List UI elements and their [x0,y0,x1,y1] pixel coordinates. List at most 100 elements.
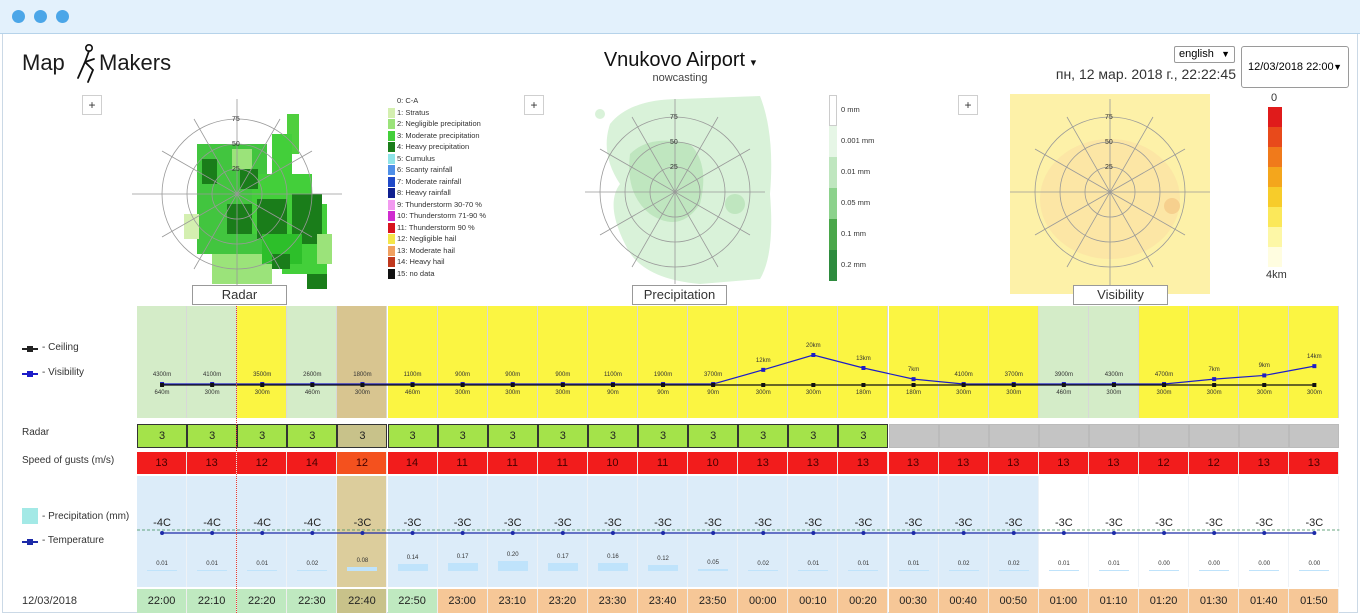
precipitation-value-label: 0.01 [156,561,168,567]
precipitation-value-label: 0.00 [1208,561,1220,567]
temperature-point [861,531,866,535]
location-name: Vnukovo Airport [603,49,746,71]
gust-value-cell: 11 [437,452,488,474]
time-cell: 22:30 [287,589,338,613]
legend-swatch [388,188,395,198]
location-dropdown-icon: ▾ [750,57,757,69]
temperature-point [360,531,365,535]
visibility-point [911,383,916,387]
legend-swatch [388,130,395,141]
temperature-value-label: -3C [904,517,923,529]
visibility-value-label: 300m [956,390,972,396]
precipitation-value-label: 0.14 [406,555,419,561]
ring-label: 75 [1105,114,1113,121]
ceiling-visibility-cell [1289,306,1340,418]
ceiling-value-label: 3900m [1054,372,1074,378]
ceiling-value-label: 1100m [603,372,622,378]
radar-legend-item: 3: Moderate precipitation [388,130,508,141]
vis-legend-swatch [1268,207,1282,227]
temperature-value-label: -3C [403,517,422,529]
visibility-point [160,383,165,387]
time-select[interactable]: 12/03/2018 22:00 ▼ [1241,46,1349,88]
radar-value-cell: 3 [487,424,538,448]
radar-legend-item: 0: C-A [388,95,508,106]
temperature-value-label: -3C [1054,517,1073,529]
precipitation-map-label[interactable]: Precipitation [632,285,727,305]
window-titlebar [0,0,1360,34]
window-dot-minimize[interactable] [34,10,47,23]
radar-map[interactable]: 75 50 25 [132,94,342,299]
time-cell: 01:10 [1088,589,1139,613]
temperature-point [661,531,666,535]
precipitation-bar [698,568,729,571]
precipitation-bar [1299,570,1330,571]
temperature-point [761,531,766,535]
visibility-value-label: 300m [455,390,471,396]
visibility-map[interactable]: 75 50 25 [1010,94,1210,294]
visibility-point [460,383,465,387]
legend-swatch [388,211,395,221]
language-select[interactable]: english ▼ [1174,46,1235,63]
precipitation-zoom-button[interactable]: + [524,95,544,115]
precipitation-value-label: 0.02 [1007,561,1020,567]
radar-legend-item: 15: no data [388,268,508,279]
ceiling-visibility-cell [1239,306,1290,418]
precipitation-value-label: 0.00 [1158,561,1170,567]
temperature-point [1212,531,1217,535]
radar-value-cell [1139,424,1190,448]
location-title[interactable]: Vnukovo Airport ▾ [560,49,800,72]
precipitation-value-label: 0.01 [857,561,870,567]
precipitation-bar [297,570,328,571]
precip-legend-label: 0.01 mm [841,167,871,176]
ceiling-point [761,367,766,372]
legend-swatch [388,107,395,118]
temperature-value-label: -3C [604,517,622,529]
radar-legend-item: 7: Moderate rainfall [388,176,508,187]
ceiling-value-label: 1900m [653,372,673,378]
temperature-value-label: -3C [754,517,773,529]
time-cell: 22:10 [187,589,238,613]
temperature-value-label: -3C [1305,517,1324,529]
precipitation-map[interactable]: 75 50 25 [570,94,785,289]
radar-value-cell: 3 [788,424,839,448]
radar-value-cell: 3 [137,424,188,448]
ring-label: 25 [1105,164,1113,171]
language-value: english [1179,48,1214,60]
radar-zoom-button[interactable]: + [82,95,102,115]
window-dot-maximize[interactable] [56,10,69,23]
legend-swatch [388,176,395,187]
visibility-value-label: 300m [1256,390,1272,396]
legend-label: 8: Heavy rainfall [397,188,451,197]
radar-legend-item: 11: Thunderstorm 90 % [388,222,508,233]
visibility-map-label[interactable]: Visibility [1073,285,1168,305]
radar-value-cell: 3 [387,424,438,448]
vis-legend-swatch [1268,127,1282,147]
radar-value-cell: 3 [537,424,588,448]
visibility-value-label: 300m [1106,390,1122,396]
legend-swatch [388,165,395,175]
visibility-point [661,383,666,387]
legend-label: 7: Moderate rainfall [397,176,462,186]
ceiling-visibility-cell [788,306,839,418]
precipitation-value-label: 0.05 [707,559,719,566]
visibility-value-label: 180m [906,390,922,396]
window-dot-close[interactable] [12,10,25,23]
gust-value-cell: 12 [237,452,288,474]
ceiling-visibility-cell [938,306,989,418]
temperature-point [1262,531,1267,535]
mapmakers-logo[interactable]: Map Makers [22,43,192,90]
precipitation-key-icon [22,508,38,524]
temperature-value-label: -4C [303,517,322,529]
precipitation-bar [648,565,679,571]
visibility-point [410,383,415,387]
ceiling-point [911,377,916,382]
visibility-point [260,383,265,387]
legend-label: 10: Thunderstorm 71-90 % [397,211,487,220]
visibility-value-label: 460m [1056,390,1072,396]
visibility-zoom-button[interactable]: + [958,95,978,115]
radar-value-cell: 3 [688,424,739,448]
temperature-value-label: -3C [1004,517,1023,529]
legend-swatch [388,245,395,256]
precipitation-bar [798,570,829,571]
radar-map-label[interactable]: Radar [192,285,287,305]
